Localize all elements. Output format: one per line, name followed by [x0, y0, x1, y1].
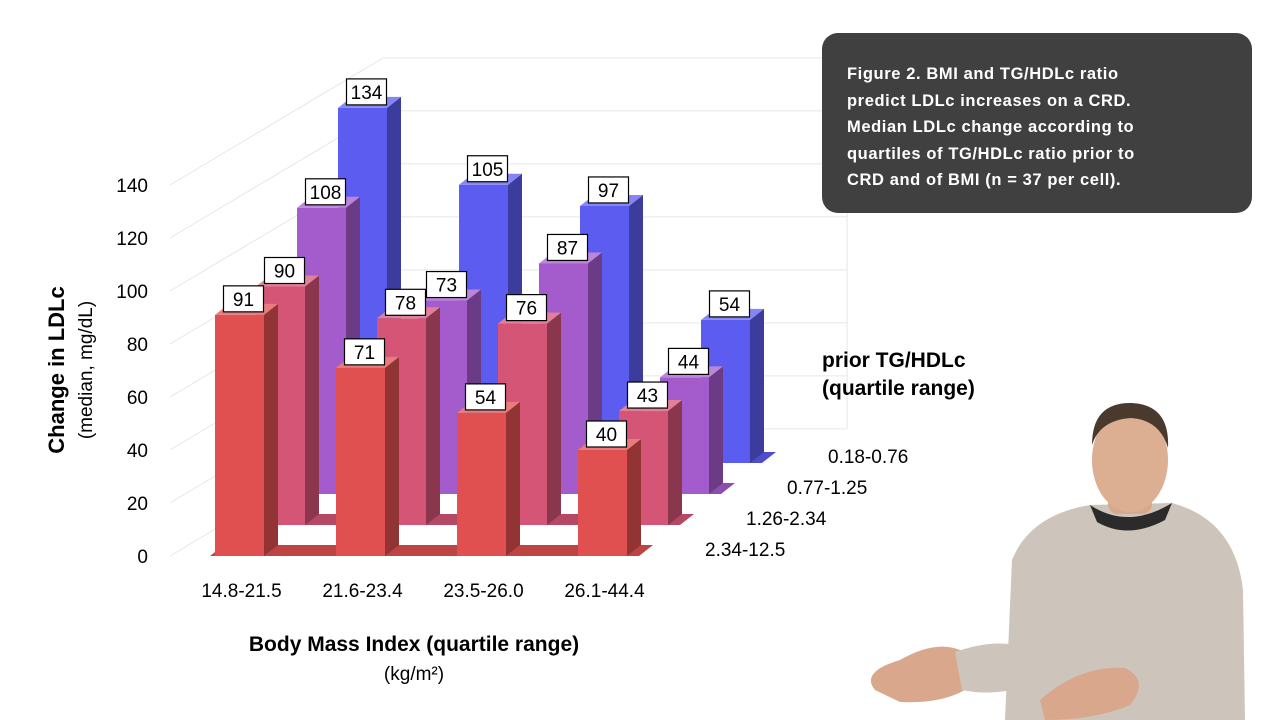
caption-line: Figure 2. BMI and TG/HDLc ratio [847, 65, 1119, 83]
y-tick-label: 20 [127, 494, 148, 515]
y-tick-label: 120 [116, 229, 148, 250]
bar-front [578, 450, 627, 556]
presenter-right-arm [955, 643, 1015, 693]
data-label-box [466, 155, 509, 183]
presenter-collar [1090, 503, 1172, 531]
data-label-box [626, 381, 669, 409]
x-axis: 14.8-21.5 21.6-23.4 23.5-26.0 26.1-44.4 [201, 581, 645, 602]
y-tick-label: 0 [137, 547, 148, 568]
data-label-box [464, 383, 507, 411]
bar-front [457, 412, 506, 556]
bar: 54 [457, 383, 520, 556]
bar-side [385, 356, 399, 556]
data-label-box [384, 288, 427, 316]
bar-series-row: 91 71 54 40 [210, 285, 653, 556]
depth-tick-label: 0.18-0.76 [828, 447, 908, 468]
data-label-box [263, 256, 306, 285]
figure-caption-box: Figure 2. BMI and TG/HDLc ratio predict … [822, 33, 1252, 213]
data-label: 43 [637, 386, 658, 407]
data-label-box [343, 338, 386, 366]
x-tick-label: 26.1-44.4 [564, 581, 645, 602]
presenter-hair [1092, 402, 1169, 448]
data-label: 71 [354, 343, 375, 364]
caption-line: Median LDLc change according to [847, 118, 1135, 136]
data-label: 108 [310, 183, 342, 204]
data-label-box [345, 78, 388, 106]
depth-tick-label: 2.34-12.5 [705, 540, 785, 561]
y-tick-label: 80 [127, 335, 148, 356]
x-axis-unit: (kg/m²) [384, 664, 444, 685]
y-tick-label: 100 [116, 282, 148, 303]
x-axis-title: Body Mass Index (quartile range) [249, 633, 579, 656]
depth-tick-label: 0.77-1.25 [787, 478, 867, 499]
data-label: 40 [596, 425, 617, 446]
y-tick-label: 140 [116, 176, 148, 197]
y-tick-label: 40 [127, 441, 148, 462]
data-label: 54 [475, 388, 497, 409]
x-tick-label: 14.8-21.5 [201, 581, 281, 602]
x-tick-label: 21.6-23.4 [322, 581, 403, 602]
bar-side [668, 400, 682, 525]
bar-side [709, 366, 723, 494]
presenter-right-hand [870, 646, 974, 703]
bar: 40 [578, 420, 641, 556]
bar-front [336, 367, 385, 556]
data-label: 76 [516, 299, 537, 320]
presenter-torso [1005, 503, 1245, 720]
data-label: 87 [557, 238, 578, 259]
bar-side [305, 275, 319, 525]
depth-axis: 2.34-12.5 1.26-2.34 0.77-1.25 0.18-0.76 [705, 447, 908, 561]
data-label-box [304, 178, 347, 206]
data-label: 73 [436, 276, 457, 297]
bar-side [750, 308, 764, 463]
data-label-box [222, 285, 265, 313]
caption-line: CRD and of BMI (n = 37 per cell). [847, 171, 1122, 189]
bar-side [426, 307, 440, 525]
bar: 91 [215, 285, 278, 556]
bar-front [215, 314, 264, 556]
bar-side [547, 312, 561, 525]
data-label: 134 [351, 83, 383, 104]
data-label: 44 [678, 352, 700, 373]
y-axis-title: Change in LDLc [44, 286, 69, 453]
data-label-box [708, 290, 751, 318]
depth-tick-label: 1.26-2.34 [746, 509, 827, 530]
data-label: 105 [472, 160, 504, 181]
data-label-box [667, 347, 710, 375]
depth-axis-title-line1: prior TG/HDLc [822, 349, 966, 372]
presenter-left-hand [1040, 667, 1139, 720]
presenter-head [1092, 408, 1168, 512]
data-label-box [587, 176, 630, 204]
bar-side [627, 439, 641, 556]
bar-side [264, 303, 278, 556]
grid-line [169, 57, 848, 186]
data-label-box [425, 270, 468, 299]
data-label: 90 [274, 262, 295, 283]
data-label: 97 [598, 181, 619, 202]
bar: 71 [336, 338, 399, 556]
chart-bars: 134 105 97 54 108 73 87 44 90 78 76 43 91 71 54 40 [210, 78, 776, 556]
data-label: 54 [719, 295, 741, 316]
data-label: 91 [233, 290, 254, 311]
x-tick-label: 23.5-26.0 [443, 581, 523, 602]
y-tick-label: 60 [127, 388, 148, 409]
data-label: 78 [395, 293, 416, 314]
bar: 97 [580, 176, 643, 463]
caption-line: predict LDLc increases on a CRD. [847, 91, 1132, 110]
y-axis-subtitle: (median, mg/dL) [76, 301, 97, 439]
caption-line: quartiles of TG/HDLc ratio prior to [847, 144, 1135, 163]
bar-side [506, 401, 520, 556]
row-floor-band [210, 545, 653, 556]
data-label-box [505, 294, 548, 322]
data-label-box [546, 233, 589, 262]
data-label-box [585, 420, 628, 448]
depth-axis-title-line2: (quartile range) [822, 377, 975, 400]
y-axis: 0 20 40 60 80 100 120 140 [116, 176, 148, 568]
